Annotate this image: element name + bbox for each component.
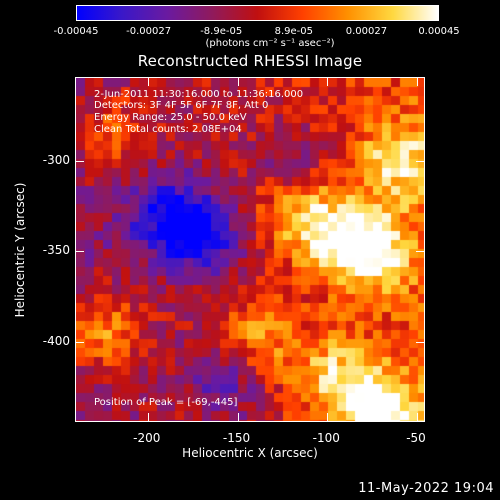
x-tick-label: -50 <box>406 431 426 445</box>
info-time-range: 2-Jun-2011 11:30:16.000 to 11:36:16.000 <box>94 89 304 100</box>
timestamp: 11-May-2022 19:04 <box>358 481 494 496</box>
colorbar-tick-label: -0.00045 <box>53 26 99 37</box>
colorbar <box>76 5 439 21</box>
x-tick-mark <box>327 413 329 421</box>
y-tick-label: -300 <box>42 153 70 168</box>
x-tick-mark-top <box>417 78 419 86</box>
x-tick-label: -100 <box>312 431 340 445</box>
colorbar-tick-label: 0.00045 <box>418 26 460 37</box>
y-tick-label: -400 <box>42 333 70 348</box>
colorbar-tick-label: 0.00027 <box>345 26 388 37</box>
y-tick-label: -350 <box>42 243 70 258</box>
x-tick-mark-top <box>237 78 239 86</box>
plot-area <box>75 77 425 422</box>
plot-title: Reconstructed RHESSI Image <box>137 52 363 70</box>
x-tick-mark-top <box>147 78 149 86</box>
peak-position-label: Position of Peak = [-69,-445] <box>94 397 238 408</box>
info-algorithm: Clean Total counts: 2.08E+04 <box>94 124 242 135</box>
y-tick-mark-right <box>416 251 424 253</box>
y-tick-mark-right <box>416 161 424 163</box>
x-axis-title: Heliocentric X (arcsec) <box>182 446 318 460</box>
y-tick-mark-right <box>416 341 424 343</box>
y-axis-title: Heliocentric Y (arcsec) <box>13 182 27 318</box>
colorbar-tick-label: -8.9e-05 <box>200 26 243 37</box>
info-detectors: Detectors: 3F 4F 5F 6F 7F 8F, Att 0 <box>94 100 269 111</box>
x-tick-mark <box>417 413 419 421</box>
x-tick-label: -200 <box>133 431 161 445</box>
y-tick-mark <box>76 251 84 253</box>
info-energy-range: Energy Range: 25.0 - 50.0 keV <box>94 112 247 123</box>
y-tick-mark <box>76 161 84 163</box>
x-tick-mark-top <box>327 78 329 86</box>
x-tick-mark <box>237 413 239 421</box>
colorbar-tick-label: 8.9e-05 <box>274 26 313 37</box>
heatmap-image <box>76 78 424 421</box>
colorbar-units: (photons cm⁻² s⁻¹ asec⁻²) <box>205 38 335 49</box>
x-tick-mark <box>147 413 149 421</box>
x-tick-label: -150 <box>222 431 251 445</box>
colorbar-tick-label: -0.00027 <box>126 26 172 37</box>
y-tick-mark <box>76 341 84 343</box>
